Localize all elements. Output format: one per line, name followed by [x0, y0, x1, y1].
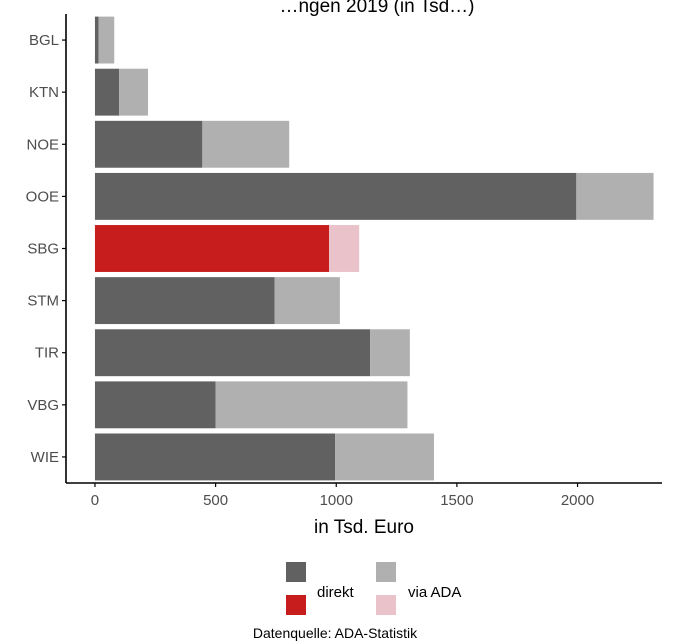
- bar-direkt-ktn: [94, 68, 120, 116]
- chart-title: …ngen 2019 (in Tsd…): [279, 0, 474, 17]
- bar-via-ada-bgl: [98, 16, 115, 64]
- y-tick-label-ktn: KTN: [29, 84, 59, 101]
- bar-via-ada-tir: [370, 329, 410, 377]
- legend-label-via-ada: via ADA: [408, 584, 461, 601]
- bar-direkt-bgl: [94, 16, 99, 64]
- y-tick-label-vbg: VBG: [27, 397, 59, 414]
- x-tick-label-500: 500: [203, 492, 228, 509]
- x-tick-label-2000: 2000: [561, 492, 594, 509]
- bar-direkt-wie: [94, 433, 336, 481]
- y-tick-label-ooe: OOE: [26, 188, 59, 205]
- x-tick-label-1000: 1000: [320, 492, 353, 509]
- legend-key-direkt: [286, 562, 306, 582]
- bar-via-ada-noe: [202, 120, 290, 168]
- legend: direkt via ADA: [286, 562, 461, 615]
- bar-direkt-vbg: [94, 381, 216, 429]
- caption: Datenquelle: ADA-Statistik: [253, 625, 418, 641]
- bar-direkt-stm: [94, 277, 275, 325]
- y-ticks-group: BGL KTN NOE OOE SBG STM TIR VBG WIE: [26, 32, 66, 466]
- legend-label-direkt: direkt: [317, 584, 355, 601]
- bar-via-ada-sbg: [329, 225, 360, 272]
- x-axis-title: in Tsd. Euro: [314, 517, 414, 538]
- bar-via-ada-wie: [335, 433, 434, 481]
- bar-direkt-sbg: [94, 225, 330, 272]
- legend-key-direkt-highlight: [286, 595, 306, 615]
- y-tick-label-tir: TIR: [35, 345, 59, 362]
- y-tick-label-stm: STM: [27, 293, 59, 310]
- y-tick-label-bgl: BGL: [29, 32, 59, 49]
- bar-via-ada-ktn: [119, 68, 149, 116]
- bars-group: [94, 16, 654, 481]
- legend-key-via-ada-highlight: [376, 595, 396, 615]
- bar-via-ada-ooe: [576, 172, 654, 220]
- bar-direkt-tir: [94, 329, 371, 377]
- bar-direkt-noe: [94, 120, 203, 168]
- bar-via-ada-vbg: [215, 381, 408, 429]
- y-tick-label-noe: NOE: [26, 136, 59, 153]
- bar-via-ada-stm: [274, 277, 340, 325]
- x-tick-label-0: 0: [91, 492, 99, 509]
- x-tick-label-1500: 1500: [440, 492, 473, 509]
- legend-key-via-ada: [376, 562, 396, 582]
- y-tick-label-sbg: SBG: [27, 241, 59, 258]
- chart-title-text: …ngen 2019 (in Tsd…): [279, 0, 474, 17]
- x-ticks-group: 0 500 1000 1500 2000: [91, 483, 594, 509]
- bar-direkt-ooe: [94, 172, 577, 220]
- y-tick-label-wie: WIE: [31, 449, 59, 466]
